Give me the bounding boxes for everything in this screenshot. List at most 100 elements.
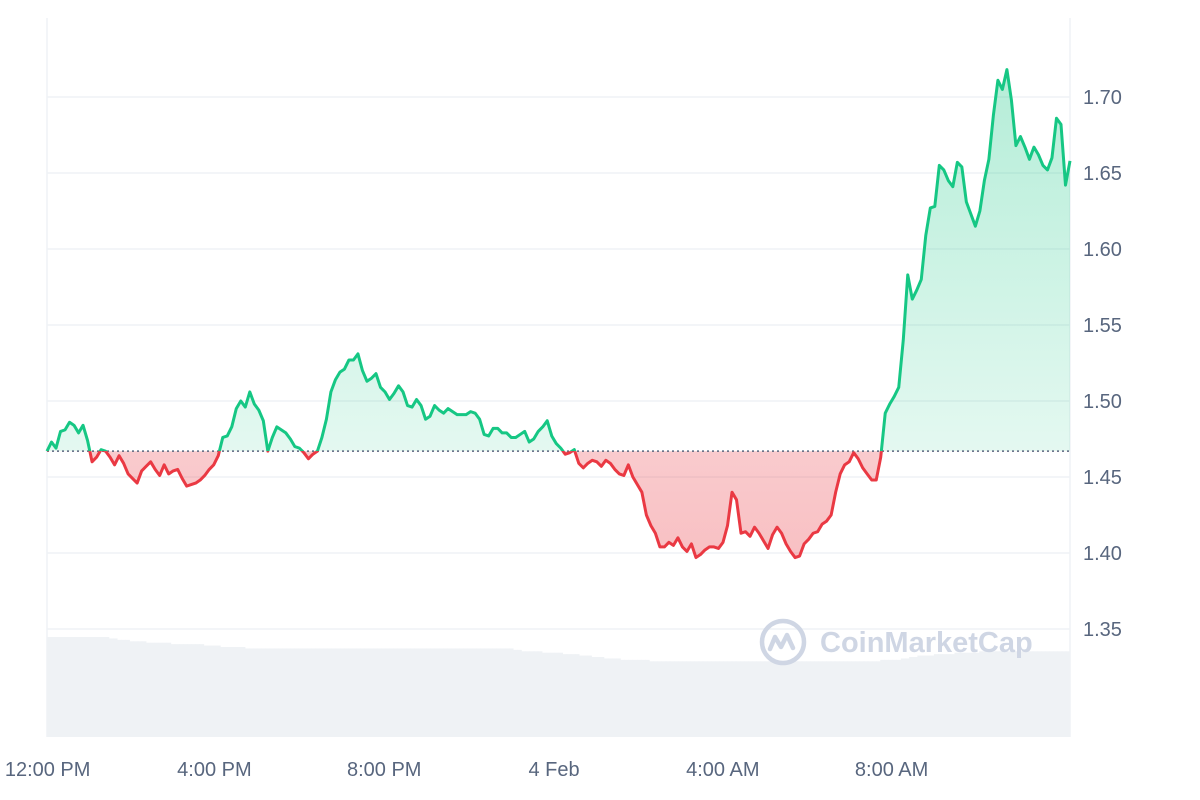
volume-bar bbox=[966, 652, 972, 737]
volume-bar bbox=[154, 642, 159, 737]
volume-bar bbox=[393, 648, 399, 737]
volume-bar bbox=[764, 661, 770, 737]
volume-bar bbox=[872, 661, 877, 737]
volume-bar bbox=[212, 645, 217, 737]
volume-bar bbox=[768, 661, 774, 737]
volume-bar bbox=[694, 661, 700, 737]
volume-bar bbox=[80, 637, 85, 737]
volume-bar bbox=[632, 659, 638, 737]
volume-bar bbox=[203, 645, 209, 737]
volume-bar bbox=[273, 648, 279, 737]
volume-bar bbox=[777, 661, 782, 737]
volume-bar bbox=[954, 652, 960, 737]
volume-bar bbox=[917, 655, 922, 737]
volume-bar bbox=[224, 647, 229, 737]
grid-lines bbox=[46, 18, 1071, 737]
y-tick-label: 1.40 bbox=[1083, 543, 1122, 565]
volume-bar bbox=[323, 648, 328, 737]
volume-bar bbox=[921, 655, 927, 737]
volume-bar bbox=[814, 661, 819, 737]
volume-bar bbox=[566, 654, 572, 737]
volume-bar bbox=[298, 648, 304, 737]
volume-bar bbox=[702, 661, 708, 737]
volume-bar bbox=[962, 652, 968, 737]
volume-bar bbox=[1037, 651, 1042, 737]
x-axis-labels: 12:00 PM 4:00 PM 8:00 PM 4 Feb 4:00 AM 8:00 A… bbox=[5, 759, 928, 781]
volume-bar bbox=[339, 648, 345, 737]
volume-bar bbox=[834, 661, 840, 737]
volume-bar bbox=[1041, 651, 1046, 737]
volume-bar bbox=[727, 661, 733, 737]
volume-bar bbox=[294, 648, 300, 737]
volume-bar bbox=[500, 648, 506, 737]
volume-bar bbox=[789, 661, 795, 737]
volume-bar bbox=[319, 648, 324, 737]
volume-bar bbox=[707, 661, 712, 737]
volume-bar bbox=[381, 648, 386, 737]
volume-bar bbox=[397, 648, 403, 737]
volume-bar bbox=[979, 651, 984, 737]
volume-bar bbox=[257, 648, 262, 737]
volume-bar bbox=[995, 651, 1001, 737]
volume-bar bbox=[253, 648, 258, 737]
volume-bar bbox=[971, 652, 976, 737]
volume-bar bbox=[876, 661, 881, 737]
volume-bar bbox=[950, 654, 955, 737]
volume-bar bbox=[1004, 651, 1009, 737]
volume-bar bbox=[191, 644, 196, 737]
volume-bar bbox=[133, 641, 139, 737]
volume-bar bbox=[356, 648, 361, 737]
volume-bar bbox=[752, 661, 757, 737]
volume-bar bbox=[113, 638, 118, 737]
volume-bar bbox=[100, 637, 106, 737]
volume-bar bbox=[117, 639, 122, 737]
volume-bar bbox=[509, 648, 514, 737]
volume-bar bbox=[735, 661, 741, 737]
volume-bar bbox=[529, 651, 535, 737]
volume-bar bbox=[913, 657, 918, 737]
volume-bar bbox=[756, 661, 762, 737]
volume-bar bbox=[401, 648, 407, 737]
volume-bar bbox=[653, 661, 658, 737]
volume-bar bbox=[451, 648, 456, 737]
volume-bar bbox=[108, 638, 114, 737]
volume-bar bbox=[352, 648, 357, 737]
volume-bar bbox=[983, 651, 988, 737]
volume-bar bbox=[174, 644, 180, 737]
volume-bar bbox=[958, 652, 964, 737]
volume-bar bbox=[286, 648, 291, 737]
volume-bar bbox=[364, 648, 370, 737]
volume-bar bbox=[245, 648, 250, 737]
volume-bar bbox=[199, 644, 205, 737]
volume-bar bbox=[744, 661, 749, 737]
volume-bar bbox=[797, 661, 803, 737]
volume-bar bbox=[146, 642, 151, 737]
volume-bar bbox=[661, 661, 667, 737]
y-tick-label: 1.50 bbox=[1083, 391, 1122, 413]
volume-bar bbox=[925, 655, 931, 737]
volume-bar bbox=[628, 659, 634, 737]
volume-bar bbox=[851, 661, 856, 737]
volume-bar bbox=[372, 648, 378, 737]
volume-bar bbox=[612, 658, 617, 737]
volume-bar bbox=[616, 658, 621, 737]
volume-bars bbox=[47, 637, 1071, 737]
volume-bar bbox=[1012, 651, 1017, 737]
volume-bar bbox=[1045, 651, 1050, 737]
volume-bar bbox=[810, 661, 815, 737]
volume-bar bbox=[1065, 651, 1071, 737]
volume-bar bbox=[141, 641, 147, 737]
volume-bar bbox=[711, 661, 716, 737]
volume-bar bbox=[463, 648, 469, 737]
watermark-text: CoinMarketCap bbox=[820, 627, 1033, 659]
volume-bar bbox=[385, 648, 390, 737]
x-tick-label: 4:00 PM bbox=[177, 759, 251, 781]
volume-bar bbox=[55, 637, 60, 737]
volume-bar bbox=[991, 651, 997, 737]
volume-bar bbox=[909, 657, 914, 737]
volume-bar bbox=[550, 652, 555, 737]
volume-bar bbox=[121, 639, 126, 737]
volume-bar bbox=[599, 657, 605, 737]
volume-bar bbox=[67, 637, 73, 737]
x-tick-label: 8:00 PM bbox=[347, 759, 421, 781]
